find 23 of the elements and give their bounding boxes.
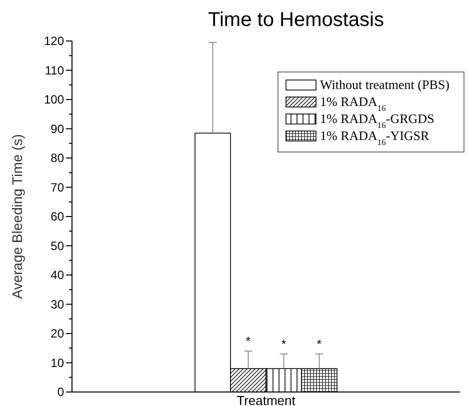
annotation: * [281,336,286,351]
legend-label: 1% RADA$_{16}$-YIGSR [320,128,430,147]
y-tick-label: 120 [44,34,64,48]
y-tick-label: 70 [50,180,64,194]
annotation: * [316,336,322,351]
legend-label: Without treatment (PBS) [320,77,450,92]
y-tick-label: 90 [50,122,64,136]
y-tick-label: 50 [50,238,64,253]
annotation: * [246,334,251,348]
legend-label: 1% RADA$_{16}$-GRGDS [320,111,434,130]
y-tick-label: 100 [44,92,64,107]
y-tick-label: 110 [44,63,64,78]
y-tick-label: 40 [50,268,64,282]
chart-title: Time to Hemostasis [208,9,384,31]
x-tick-label: Treatment [236,393,296,406]
y-tick-label: 60 [50,210,64,224]
y-tick-label: 0 [57,385,64,400]
legend-label: 1% RADA$_{16}$ [320,94,386,113]
y-tick-label: 80 [50,151,64,166]
y-tick-label: 20 [50,326,64,341]
y-tick-label: 30 [50,297,64,312]
y-axis-title: Average Bleeding Time (s) [9,134,25,299]
y-tick-label: 10 [50,356,64,370]
